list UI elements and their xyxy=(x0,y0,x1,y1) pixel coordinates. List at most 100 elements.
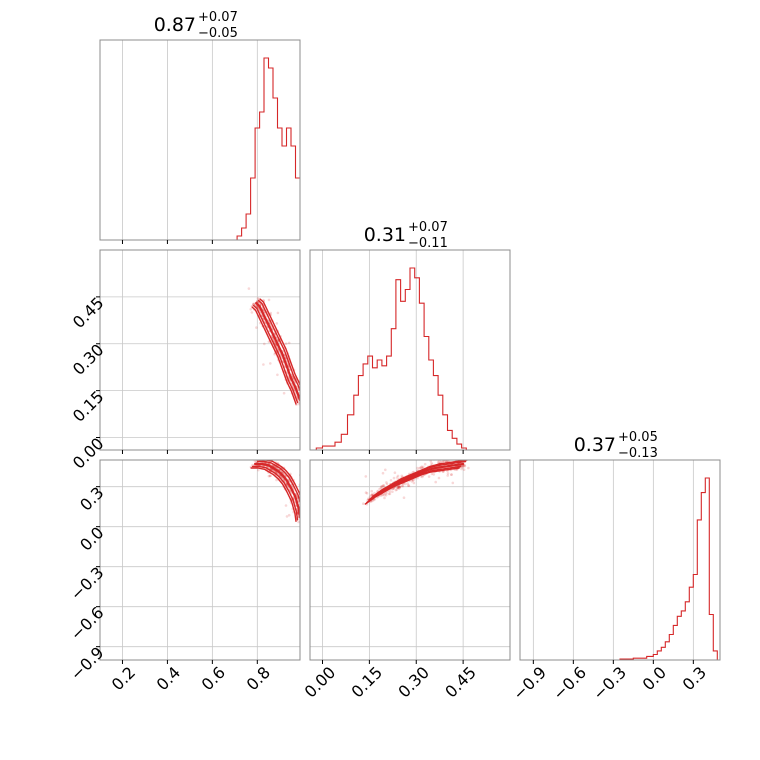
scatter-point xyxy=(398,485,402,489)
scatter-point xyxy=(255,326,258,329)
scatter-point xyxy=(450,473,453,476)
scatter-point xyxy=(380,485,383,488)
scatter-point xyxy=(380,485,383,489)
scatter-point xyxy=(303,503,306,506)
scatter-point xyxy=(255,300,259,303)
scatter-point xyxy=(287,457,290,460)
contour-line xyxy=(254,462,300,519)
scatter-point xyxy=(462,468,466,472)
scatter-point xyxy=(385,481,388,484)
scatter-point xyxy=(393,471,397,475)
scatter-point xyxy=(411,478,415,482)
scatter-point xyxy=(406,482,410,485)
scatter-point xyxy=(396,486,399,489)
scatter-point xyxy=(430,472,434,476)
scatter-point xyxy=(402,496,406,500)
scatter-point xyxy=(302,499,305,502)
scatter-point xyxy=(282,391,286,395)
scatter-point xyxy=(370,489,374,493)
scatter-point xyxy=(438,460,441,463)
y-tick-label: −0.6 xyxy=(67,603,108,644)
scatter-point xyxy=(267,474,271,478)
scatter-point xyxy=(396,486,400,489)
scatter-point xyxy=(422,465,425,469)
scatter-point xyxy=(371,492,374,496)
scatter-point xyxy=(420,465,424,469)
histogram-0 xyxy=(100,57,300,240)
y-tick-label: −0.3 xyxy=(67,563,108,604)
scatter-point xyxy=(383,496,386,500)
scatter-point xyxy=(382,484,386,487)
scatter-panel-0-1 xyxy=(96,249,306,454)
scatter-point xyxy=(364,491,368,494)
scatter-point xyxy=(381,484,385,488)
scatter-point xyxy=(397,487,400,490)
scatter-point xyxy=(387,492,391,496)
scatter-point xyxy=(267,298,271,302)
x-tick-label: 0.2 xyxy=(108,663,139,694)
scatter-point xyxy=(300,507,303,510)
scatter-point xyxy=(412,481,416,485)
title-minus-2: −0.13 xyxy=(618,446,658,461)
scatter-point xyxy=(275,478,278,482)
scatter-point xyxy=(269,362,272,365)
scatter-point xyxy=(460,467,463,471)
scatter-point xyxy=(461,465,464,468)
scatter-point xyxy=(305,517,308,520)
scatter-point xyxy=(395,488,399,491)
contour-line xyxy=(255,302,300,402)
scatter-point xyxy=(365,492,369,495)
x-tick-label: 0.15 xyxy=(347,663,386,702)
scatter-point xyxy=(442,460,445,463)
scatter-point xyxy=(418,467,422,470)
scatter-point xyxy=(284,504,288,507)
scatter-point xyxy=(268,474,272,478)
contour-line xyxy=(251,306,297,405)
scatter-point xyxy=(467,466,470,470)
scatter-point xyxy=(434,480,438,484)
scatter-point xyxy=(301,509,304,512)
scatter-point xyxy=(303,378,306,381)
scatter-point xyxy=(304,516,307,519)
x-tick-label: −0.3 xyxy=(589,663,630,704)
histogram-panel-0: 0.87 +0.07−0.05 xyxy=(99,10,301,244)
scatter-point xyxy=(297,520,300,524)
y-tick-label: 0.3 xyxy=(76,483,107,514)
panel-title-0: 0.87 +0.07−0.05 xyxy=(154,10,238,41)
scatter-point xyxy=(285,515,289,518)
histogram-frame-2 xyxy=(519,459,721,661)
scatter-point xyxy=(439,460,443,464)
x-tick-label: −0.6 xyxy=(549,663,590,704)
x-tick-label: 0.0 xyxy=(639,663,670,694)
scatter-point xyxy=(407,484,410,488)
scatter-point xyxy=(301,501,304,504)
scatter-point xyxy=(257,468,260,472)
scatter-point xyxy=(304,514,307,517)
x-tick-label: 0.4 xyxy=(153,663,184,694)
scatter-point xyxy=(398,485,401,489)
scatter-point xyxy=(382,484,385,487)
scatter-point xyxy=(384,468,387,472)
scatter-point xyxy=(370,493,373,497)
scatter-point xyxy=(398,485,402,489)
scatter-point xyxy=(256,297,260,300)
y-tick-label: −0.9 xyxy=(67,643,108,684)
scatter-point xyxy=(398,486,401,490)
scatter-point xyxy=(388,490,392,494)
scatter-point xyxy=(446,472,450,475)
title-minus-1: −0.11 xyxy=(408,236,448,251)
scatter-point xyxy=(303,506,306,509)
scatter-point xyxy=(398,485,401,489)
scatter-point xyxy=(421,475,424,479)
histogram-panel-1: 0.31 +0.07−0.11 xyxy=(309,220,511,454)
x-tick-label: 0.8 xyxy=(243,663,274,694)
scatter-point xyxy=(391,490,394,494)
scatter-point xyxy=(301,515,304,518)
scatter-point xyxy=(430,461,433,465)
scatter-point xyxy=(392,476,396,480)
scatter-point xyxy=(249,307,253,311)
scatter-point xyxy=(302,507,305,510)
title-median-2: 0.37 xyxy=(574,434,616,456)
scatter-point xyxy=(300,516,303,519)
